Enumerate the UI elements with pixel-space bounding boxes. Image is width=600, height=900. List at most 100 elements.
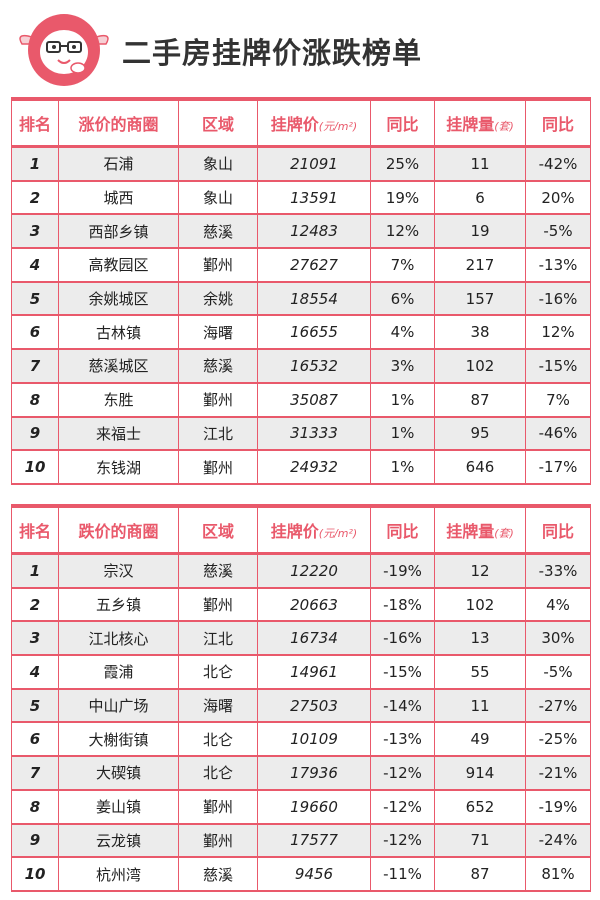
cell-district: 鄞州 [178,382,258,418]
cell-rank: 9 [11,416,59,452]
header-volume: 挂牌量(套) [434,98,526,148]
header-rank: 排名 [11,98,59,148]
cell-area: 宗汉 [58,553,179,589]
cell-price: 17936 [257,756,371,791]
cell-volume-yoy: -21% [525,756,591,791]
cell-volume: 12 [434,553,526,589]
table-row: 2 城西 象山 13591 19% 6 20% [11,180,591,216]
cell-area: 霞浦 [58,655,179,690]
cell-volume: 87 [434,857,526,892]
cell-price-yoy: -19% [370,553,435,589]
cell-rank: 5 [11,281,59,317]
cell-volume-yoy: -5% [525,655,591,690]
cell-rank: 5 [11,688,59,724]
table-row: 10 杭州湾 慈溪 9456 -11% 87 81% [11,857,591,892]
cell-price-yoy: 7% [370,248,435,283]
table-row: 6 古林镇 海曙 16655 4% 38 12% [11,315,591,351]
cell-area: 来福士 [58,416,179,452]
table-row: 7 慈溪城区 慈溪 16532 3% 102 -15% [11,349,591,384]
cell-rank: 10 [11,450,59,485]
cell-volume: 13 [434,621,526,657]
cell-price: 27503 [257,688,371,724]
cell-price-yoy: 3% [370,349,435,384]
table-header-row: 排名 涨价的商圈 区域 挂牌价(元/m²) 同比 挂牌量(套) 同比 [11,98,591,148]
cell-price: 10109 [257,722,371,758]
table-row: 3 江北核心 江北 16734 -16% 13 30% [11,621,591,657]
cell-volume-yoy: -27% [525,688,591,724]
cell-price: 16655 [257,315,371,351]
cell-price: 12220 [257,553,371,589]
cell-price-yoy: -13% [370,722,435,758]
cell-price: 21091 [257,146,371,182]
cell-price: 24932 [257,450,371,485]
cell-price: 14961 [257,655,371,690]
header-rank: 排名 [11,505,59,555]
cell-volume: 157 [434,281,526,317]
cell-volume-yoy: -33% [525,553,591,589]
cell-volume-yoy: 30% [525,621,591,657]
cell-price-yoy: 6% [370,281,435,317]
cell-rank: 6 [11,315,59,351]
table-row: 1 石浦 象山 21091 25% 11 -42% [11,146,591,182]
header-volume-yoy: 同比 [525,98,591,148]
cell-district: 余姚 [178,281,258,317]
cell-volume-yoy: -13% [525,248,591,283]
cell-district: 鄞州 [178,248,258,283]
cell-price: 18554 [257,281,371,317]
header-area: 涨价的商圈 [58,98,179,148]
cell-volume-yoy: 20% [525,180,591,216]
cell-area: 东胜 [58,382,179,418]
cell-volume-yoy: -15% [525,349,591,384]
cell-volume-yoy: -24% [525,823,591,859]
rabbit-mascot-icon [19,14,109,86]
cell-rank: 8 [11,382,59,418]
cell-area: 余姚城区 [58,281,179,317]
cell-price-yoy: -14% [370,688,435,724]
cell-price-yoy: -16% [370,621,435,657]
cell-district: 象山 [178,146,258,182]
cell-area: 姜山镇 [58,789,179,825]
table-header-row: 排名 跌价的商圈 区域 挂牌价(元/m²) 同比 挂牌量(套) 同比 [11,505,591,555]
cell-rank: 8 [11,789,59,825]
cell-price: 20663 [257,587,371,623]
table-row: 8 姜山镇 鄞州 19660 -12% 652 -19% [11,789,591,825]
table-row: 3 西部乡镇 慈溪 12483 12% 19 -5% [11,214,591,250]
cell-area: 城西 [58,180,179,216]
cell-price-yoy: -12% [370,756,435,791]
cell-district: 北仑 [178,756,258,791]
header-price-yoy: 同比 [370,98,435,148]
table-row: 1 宗汉 慈溪 12220 -19% 12 -33% [11,553,591,589]
cell-area: 西部乡镇 [58,214,179,250]
cell-price-yoy: 19% [370,180,435,216]
header-volume: 挂牌量(套) [434,505,526,555]
cell-volume-yoy: -16% [525,281,591,317]
table-row: 2 五乡镇 鄞州 20663 -18% 102 4% [11,587,591,623]
table-row: 8 东胜 鄞州 35087 1% 87 7% [11,382,591,418]
table-row: 9 云龙镇 鄞州 17577 -12% 71 -24% [11,823,591,859]
cell-price: 35087 [257,382,371,418]
cell-volume: 11 [434,146,526,182]
cell-district: 江北 [178,621,258,657]
cell-volume-yoy: -17% [525,450,591,485]
header-price: 挂牌价(元/m²) [257,505,371,555]
cell-volume-yoy: -46% [525,416,591,452]
cell-volume-yoy: -42% [525,146,591,182]
cell-price-yoy: -12% [370,789,435,825]
header-price-yoy: 同比 [370,505,435,555]
cell-rank: 6 [11,722,59,758]
cell-volume: 217 [434,248,526,283]
cell-volume: 102 [434,349,526,384]
cell-area: 大榭街镇 [58,722,179,758]
cell-price-yoy: -18% [370,587,435,623]
cell-volume-yoy: -25% [525,722,591,758]
cell-volume: 646 [434,450,526,485]
cell-volume: 11 [434,688,526,724]
cell-volume: 95 [434,416,526,452]
header-district: 区域 [178,98,258,148]
header-district: 区域 [178,505,258,555]
cell-volume-yoy: 12% [525,315,591,351]
cell-area: 古林镇 [58,315,179,351]
cell-area: 中山广场 [58,688,179,724]
cell-district: 北仑 [178,655,258,690]
cell-volume-yoy: 81% [525,857,591,892]
